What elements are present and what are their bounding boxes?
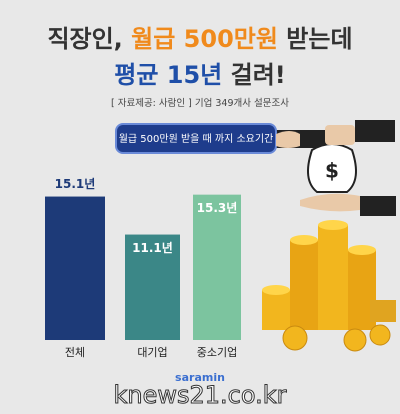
category-label: 전체 <box>65 346 85 359</box>
category-label: 대기업 <box>137 346 167 359</box>
headline-1: 직장인, 월급 500만원 받는데 <box>47 25 352 53</box>
headline-highlight: 평균 15년 <box>114 61 222 89</box>
logo: saramin <box>175 371 225 384</box>
hand <box>276 131 300 148</box>
value-label: 15.1년 <box>55 177 96 191</box>
headline-text: 직장인, <box>47 25 122 53</box>
headline-highlight: 월급 500만원 <box>131 25 278 53</box>
source: [ 자료제공: 사람인 ] 기업 349개사 설문조사 <box>111 97 289 109</box>
headline-2: 평균 15년 걸려! <box>114 61 285 89</box>
bar <box>125 234 180 340</box>
hand <box>300 193 360 212</box>
value-label: 15.3년 <box>197 201 238 215</box>
hand <box>325 125 355 145</box>
sleeve <box>355 120 395 142</box>
source-label: [ 자료제공: 사람인 ] <box>111 97 192 109</box>
headline-text: 걸려! <box>231 61 286 89</box>
sleeve <box>360 196 396 216</box>
dollar-icon: $ <box>325 159 339 183</box>
category-label: 중소기업 <box>197 346 237 359</box>
source-text: 기업 349개사 설문조사 <box>195 97 289 109</box>
watermark: knews21.co.kr <box>113 381 286 409</box>
value-label: 11.1년 <box>132 241 173 255</box>
bar <box>45 196 105 340</box>
banner-text: 월급 500만원 받을 때 까지 소요기간 <box>119 133 274 145</box>
headline-text: 받는데 <box>286 25 352 53</box>
coin-stack <box>262 220 396 352</box>
bar <box>193 194 241 340</box>
